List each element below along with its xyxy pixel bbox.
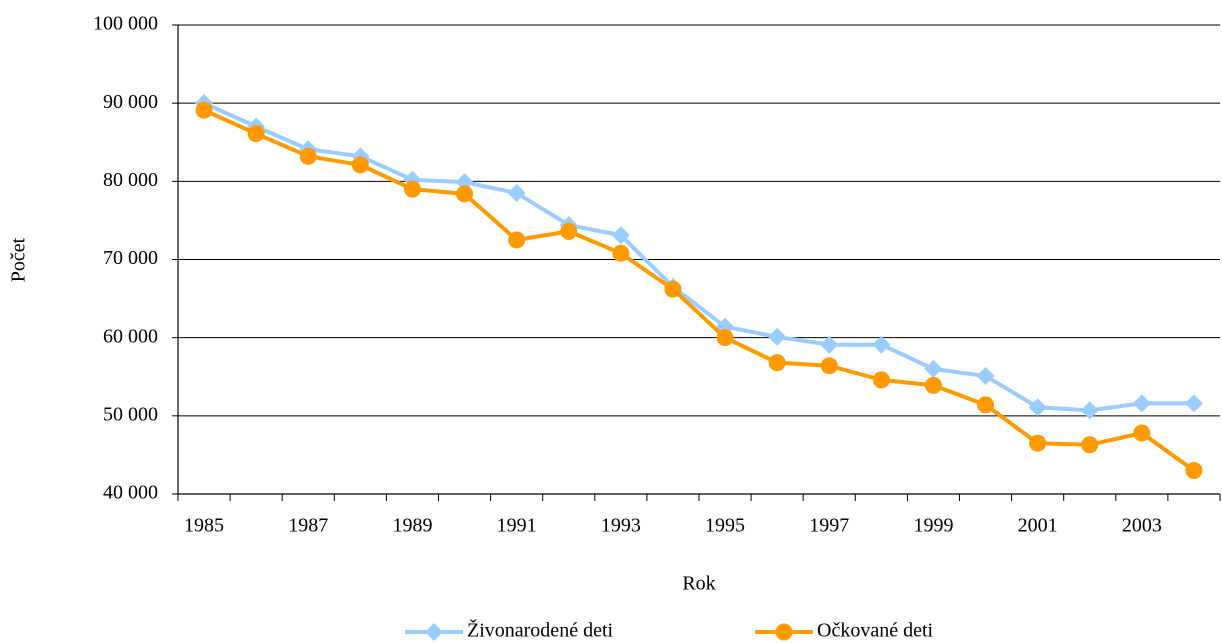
marker — [872, 371, 890, 389]
y-axis-title: Počet — [8, 237, 30, 282]
x-tick-label: 1985 — [184, 515, 224, 537]
x-tick-label: 1991 — [497, 515, 537, 537]
marker — [299, 147, 317, 165]
x-tick-label: 1993 — [601, 515, 641, 537]
marker — [716, 329, 734, 347]
marker — [1184, 394, 1203, 413]
marker — [612, 244, 630, 262]
y-tick-label: 100 000 — [93, 13, 158, 35]
y-tick-label: 60 000 — [103, 325, 158, 347]
marker — [560, 222, 578, 240]
marker — [1029, 434, 1047, 452]
marker — [977, 396, 995, 414]
marker — [820, 357, 838, 375]
series-line — [203, 108, 1196, 473]
marker — [820, 335, 839, 354]
legend-label: Očkované deti — [817, 620, 934, 642]
marker — [1028, 398, 1047, 417]
marker — [768, 354, 786, 372]
marker — [976, 366, 995, 385]
marker — [195, 101, 213, 119]
marker — [1133, 424, 1151, 442]
marker — [456, 185, 474, 203]
series-line — [203, 101, 1194, 413]
x-tick-label: 1995 — [705, 515, 745, 537]
legend-label: Živonarodené deti — [467, 619, 613, 642]
marker — [508, 231, 526, 249]
y-tick-label: 90 000 — [103, 91, 158, 113]
marker — [664, 280, 682, 298]
marker — [768, 327, 787, 346]
marker — [351, 156, 369, 174]
legend-marker — [425, 623, 443, 641]
x-tick-label: 1999 — [913, 515, 953, 537]
x-tick-label: 1989 — [392, 515, 432, 537]
y-tick-label: 40 000 — [103, 482, 158, 504]
marker — [924, 376, 942, 394]
legend-marker — [775, 623, 793, 641]
marker — [872, 335, 891, 354]
marker — [924, 359, 943, 378]
marker — [1185, 462, 1203, 480]
marker — [1080, 401, 1099, 420]
marker — [1081, 436, 1099, 454]
y-tick-label: 70 000 — [103, 247, 158, 269]
marker — [247, 125, 265, 143]
y-tick-label: 50 000 — [103, 403, 158, 425]
marker — [455, 173, 474, 192]
marker — [507, 184, 526, 203]
marker — [403, 180, 421, 198]
marker — [1132, 394, 1151, 413]
marker — [611, 226, 630, 245]
y-tick-label: 80 000 — [103, 169, 158, 191]
x-axis-title: Rok — [682, 573, 715, 595]
x-tick-label: 2001 — [1018, 515, 1058, 537]
x-tick-label: 1987 — [288, 515, 328, 537]
x-tick-label: 2003 — [1122, 515, 1162, 537]
x-tick-label: 1997 — [809, 515, 849, 537]
